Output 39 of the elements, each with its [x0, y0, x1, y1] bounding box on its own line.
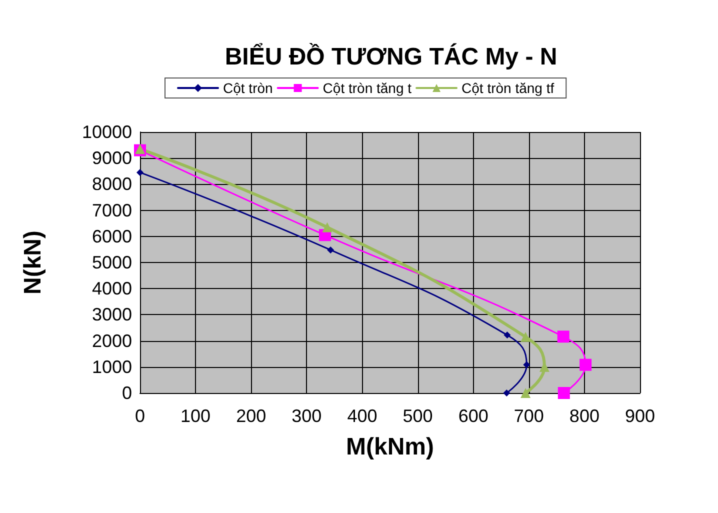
point [322, 222, 332, 232]
legend-label: Cột tròn tăng tf [462, 80, 554, 96]
x-tick-label: 800 [569, 406, 600, 426]
x-tick-label: 100 [180, 406, 211, 426]
point [557, 330, 570, 343]
point [520, 388, 531, 398]
x-tick-label: 200 [236, 406, 266, 426]
point [135, 144, 145, 154]
y-tick-label: 6000 [92, 226, 132, 246]
y-tick-label: 3000 [92, 304, 132, 325]
y-tick-label: 10000 [82, 122, 132, 142]
x-tick-label: 700 [514, 406, 544, 426]
y-tick-label: 7000 [92, 200, 132, 220]
point [523, 361, 530, 368]
y-tick-label: 8000 [92, 174, 132, 194]
point [503, 390, 510, 396]
point [580, 358, 592, 371]
legend-label: Cột tròn [223, 80, 273, 96]
y-tick-label: 0 [122, 383, 132, 403]
y-tick-label: 4000 [92, 278, 132, 299]
y-axis-title: N(kN) [20, 230, 46, 294]
x-axis-title: M(kNm) [346, 434, 434, 460]
y-tick-label: 1000 [92, 356, 132, 377]
y-tick-label: 9000 [92, 148, 132, 168]
point [504, 332, 511, 339]
x-tick-label: 500 [402, 406, 433, 426]
chart-title: BIỂU ĐỒ TƯƠNG TÁC My - N [224, 42, 558, 70]
x-tick-label: 900 [624, 406, 656, 426]
y-tick-label: 2000 [92, 330, 132, 351]
point [558, 387, 570, 399]
x-tick-label: 600 [458, 406, 488, 426]
point [327, 246, 334, 254]
legend-label: Cột tròn tăng t [322, 80, 412, 96]
y-tick-label: 5000 [92, 252, 132, 272]
point [520, 332, 531, 342]
x-tick-label: 0 [134, 406, 146, 426]
x-tick-label: 400 [347, 406, 378, 426]
x-tick-label: 300 [292, 406, 322, 426]
point [136, 168, 144, 176]
